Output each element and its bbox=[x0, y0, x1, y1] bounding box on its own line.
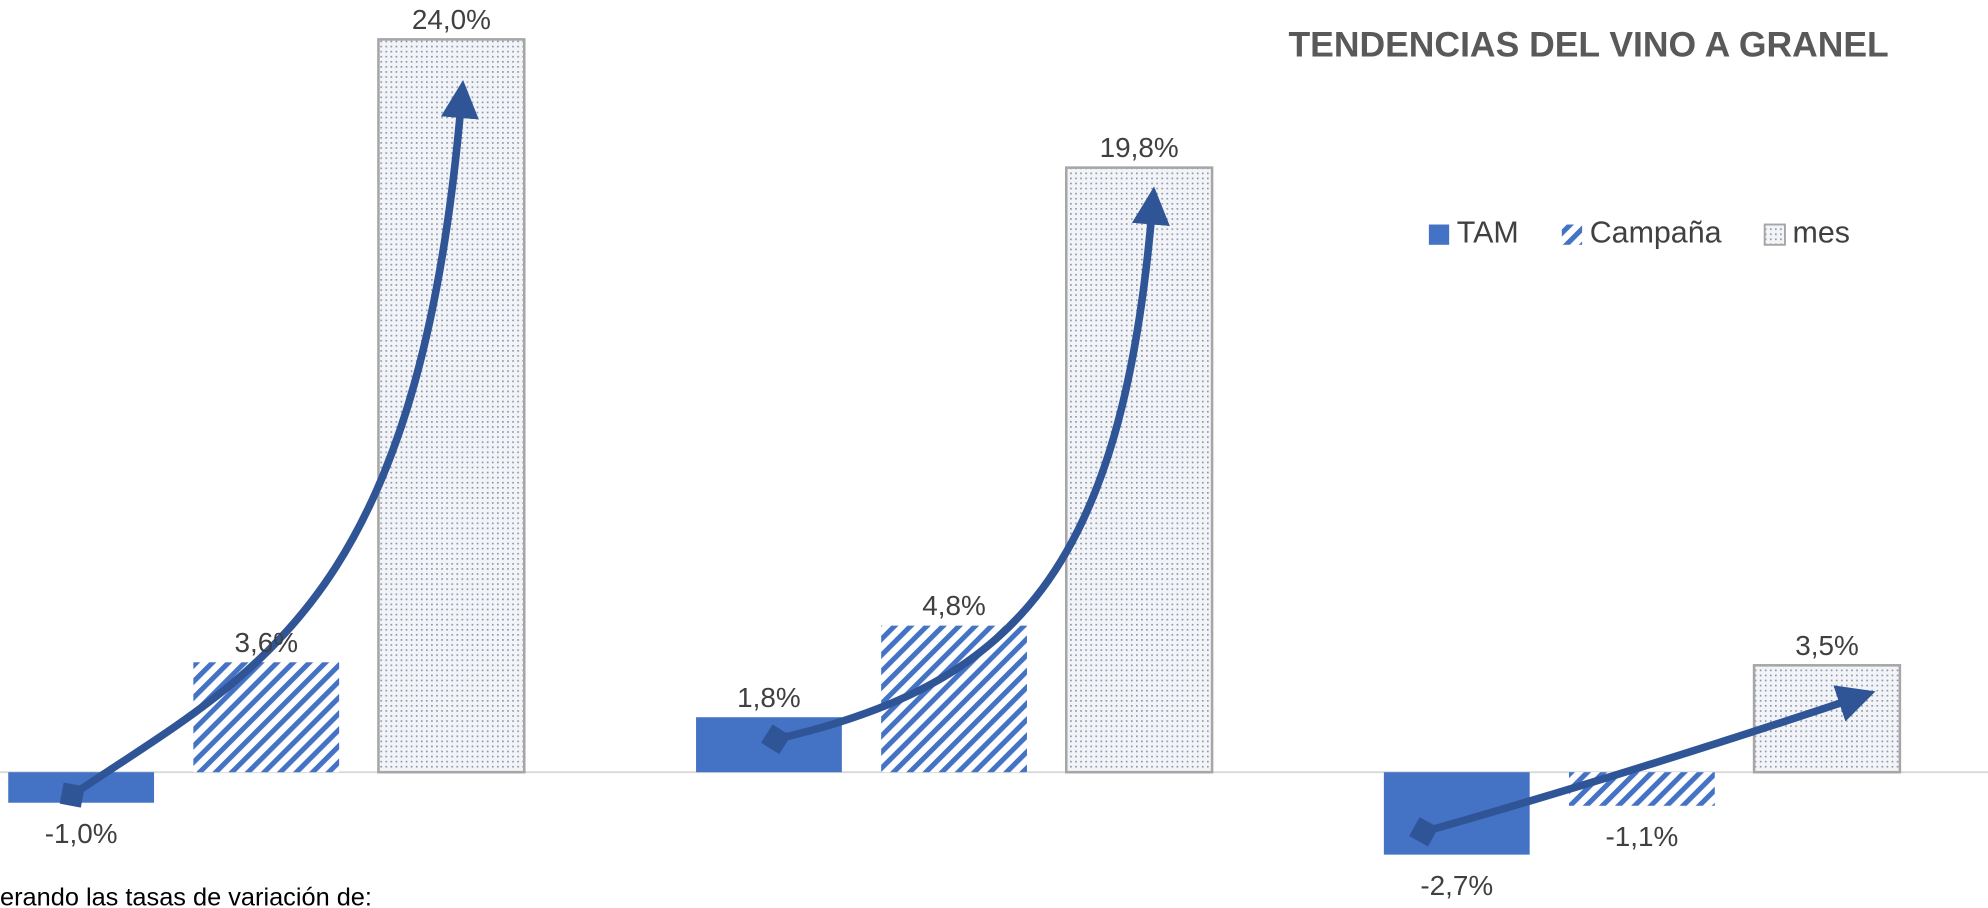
trend-arrows bbox=[59, 80, 1876, 847]
bar bbox=[193, 662, 340, 773]
data-label: 3,6% bbox=[234, 627, 298, 658]
trend-arrow bbox=[1409, 685, 1876, 847]
data-label: -1,0% bbox=[45, 818, 118, 849]
data-label: -2,7% bbox=[1420, 870, 1493, 901]
data-label: 1,8% bbox=[737, 682, 801, 713]
legend-label: TAM bbox=[1457, 216, 1519, 250]
bars bbox=[8, 38, 1902, 855]
footnote: erando las tasas de variación de: bbox=[0, 883, 372, 908]
bar bbox=[377, 38, 526, 774]
data-label: 19,8% bbox=[1100, 132, 1179, 163]
data-label: 4,8% bbox=[922, 590, 986, 621]
legend-swatch bbox=[1763, 223, 1786, 246]
data-label: 24,0% bbox=[412, 4, 491, 35]
data-label: 3,5% bbox=[1795, 630, 1859, 661]
legend-swatch bbox=[1428, 224, 1450, 245]
bar bbox=[1568, 772, 1715, 806]
trend-arrow bbox=[59, 80, 479, 808]
data-label: -1,1% bbox=[1605, 821, 1678, 852]
trend-arrow bbox=[761, 186, 1170, 755]
legend-label: mes bbox=[1793, 216, 1850, 250]
legend-swatch bbox=[1561, 224, 1583, 245]
bar bbox=[1752, 664, 1902, 774]
chart-title: TENDENCIAS DEL VINO A GRANEL bbox=[1288, 24, 1888, 64]
bar bbox=[1065, 166, 1214, 774]
bar bbox=[1383, 772, 1530, 855]
legend-label: Campaña bbox=[1590, 216, 1722, 250]
